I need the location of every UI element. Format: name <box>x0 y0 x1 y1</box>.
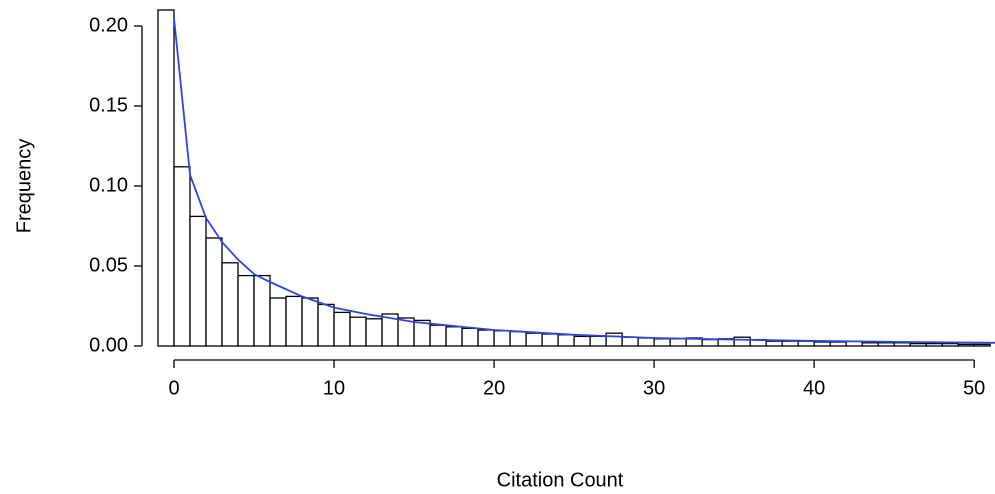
bar <box>269 297 287 347</box>
bar <box>365 318 383 347</box>
bar <box>973 343 991 347</box>
bar <box>765 340 783 347</box>
bar <box>813 341 831 347</box>
bar <box>861 342 879 347</box>
x-axis-label: Citation Count <box>497 469 624 491</box>
bar <box>653 338 671 347</box>
bar <box>509 330 527 347</box>
bar <box>605 332 623 347</box>
bar <box>333 311 351 347</box>
bar <box>253 274 271 347</box>
bar <box>877 342 895 347</box>
bar <box>189 215 207 347</box>
bar <box>781 340 799 347</box>
bar <box>205 237 223 347</box>
bar <box>237 274 255 347</box>
bar <box>525 332 543 347</box>
bar <box>173 166 191 347</box>
y-tick-label: 0.20 <box>89 14 128 36</box>
bar <box>829 341 847 347</box>
y-tick-label: 0.10 <box>89 174 128 196</box>
bar <box>477 329 495 347</box>
density-curve <box>173 17 995 344</box>
bar <box>733 336 751 347</box>
bar <box>157 9 175 347</box>
bar <box>541 333 559 347</box>
y-tick-label: 0.15 <box>89 94 128 116</box>
bar <box>893 342 911 347</box>
bar <box>557 334 575 347</box>
bar <box>701 338 719 347</box>
bar <box>429 324 447 347</box>
bar <box>461 327 479 347</box>
y-tick-label: 0.00 <box>89 334 128 356</box>
bar <box>317 303 335 347</box>
bar <box>957 343 975 347</box>
bar <box>589 335 607 347</box>
bar <box>445 326 463 347</box>
bar <box>909 342 927 347</box>
bar <box>221 262 239 347</box>
x-tick-label: 20 <box>483 377 505 399</box>
bar <box>493 330 511 347</box>
y-axis-label: Frequency <box>13 139 35 234</box>
bar <box>669 338 687 347</box>
bar <box>925 342 943 347</box>
bar <box>573 335 591 347</box>
x-tick-label: 40 <box>803 377 825 399</box>
bar <box>637 337 655 347</box>
x-tick-label: 0 <box>168 377 179 399</box>
bar <box>941 342 959 347</box>
bar <box>349 316 367 347</box>
x-tick-label: 50 <box>963 377 985 399</box>
bar <box>797 340 815 347</box>
x-tick-label: 10 <box>323 377 345 399</box>
bar <box>285 295 303 347</box>
bar <box>301 297 319 347</box>
y-tick-label: 0.05 <box>89 254 128 276</box>
bar <box>621 336 639 347</box>
x-tick-label: 30 <box>643 377 665 399</box>
